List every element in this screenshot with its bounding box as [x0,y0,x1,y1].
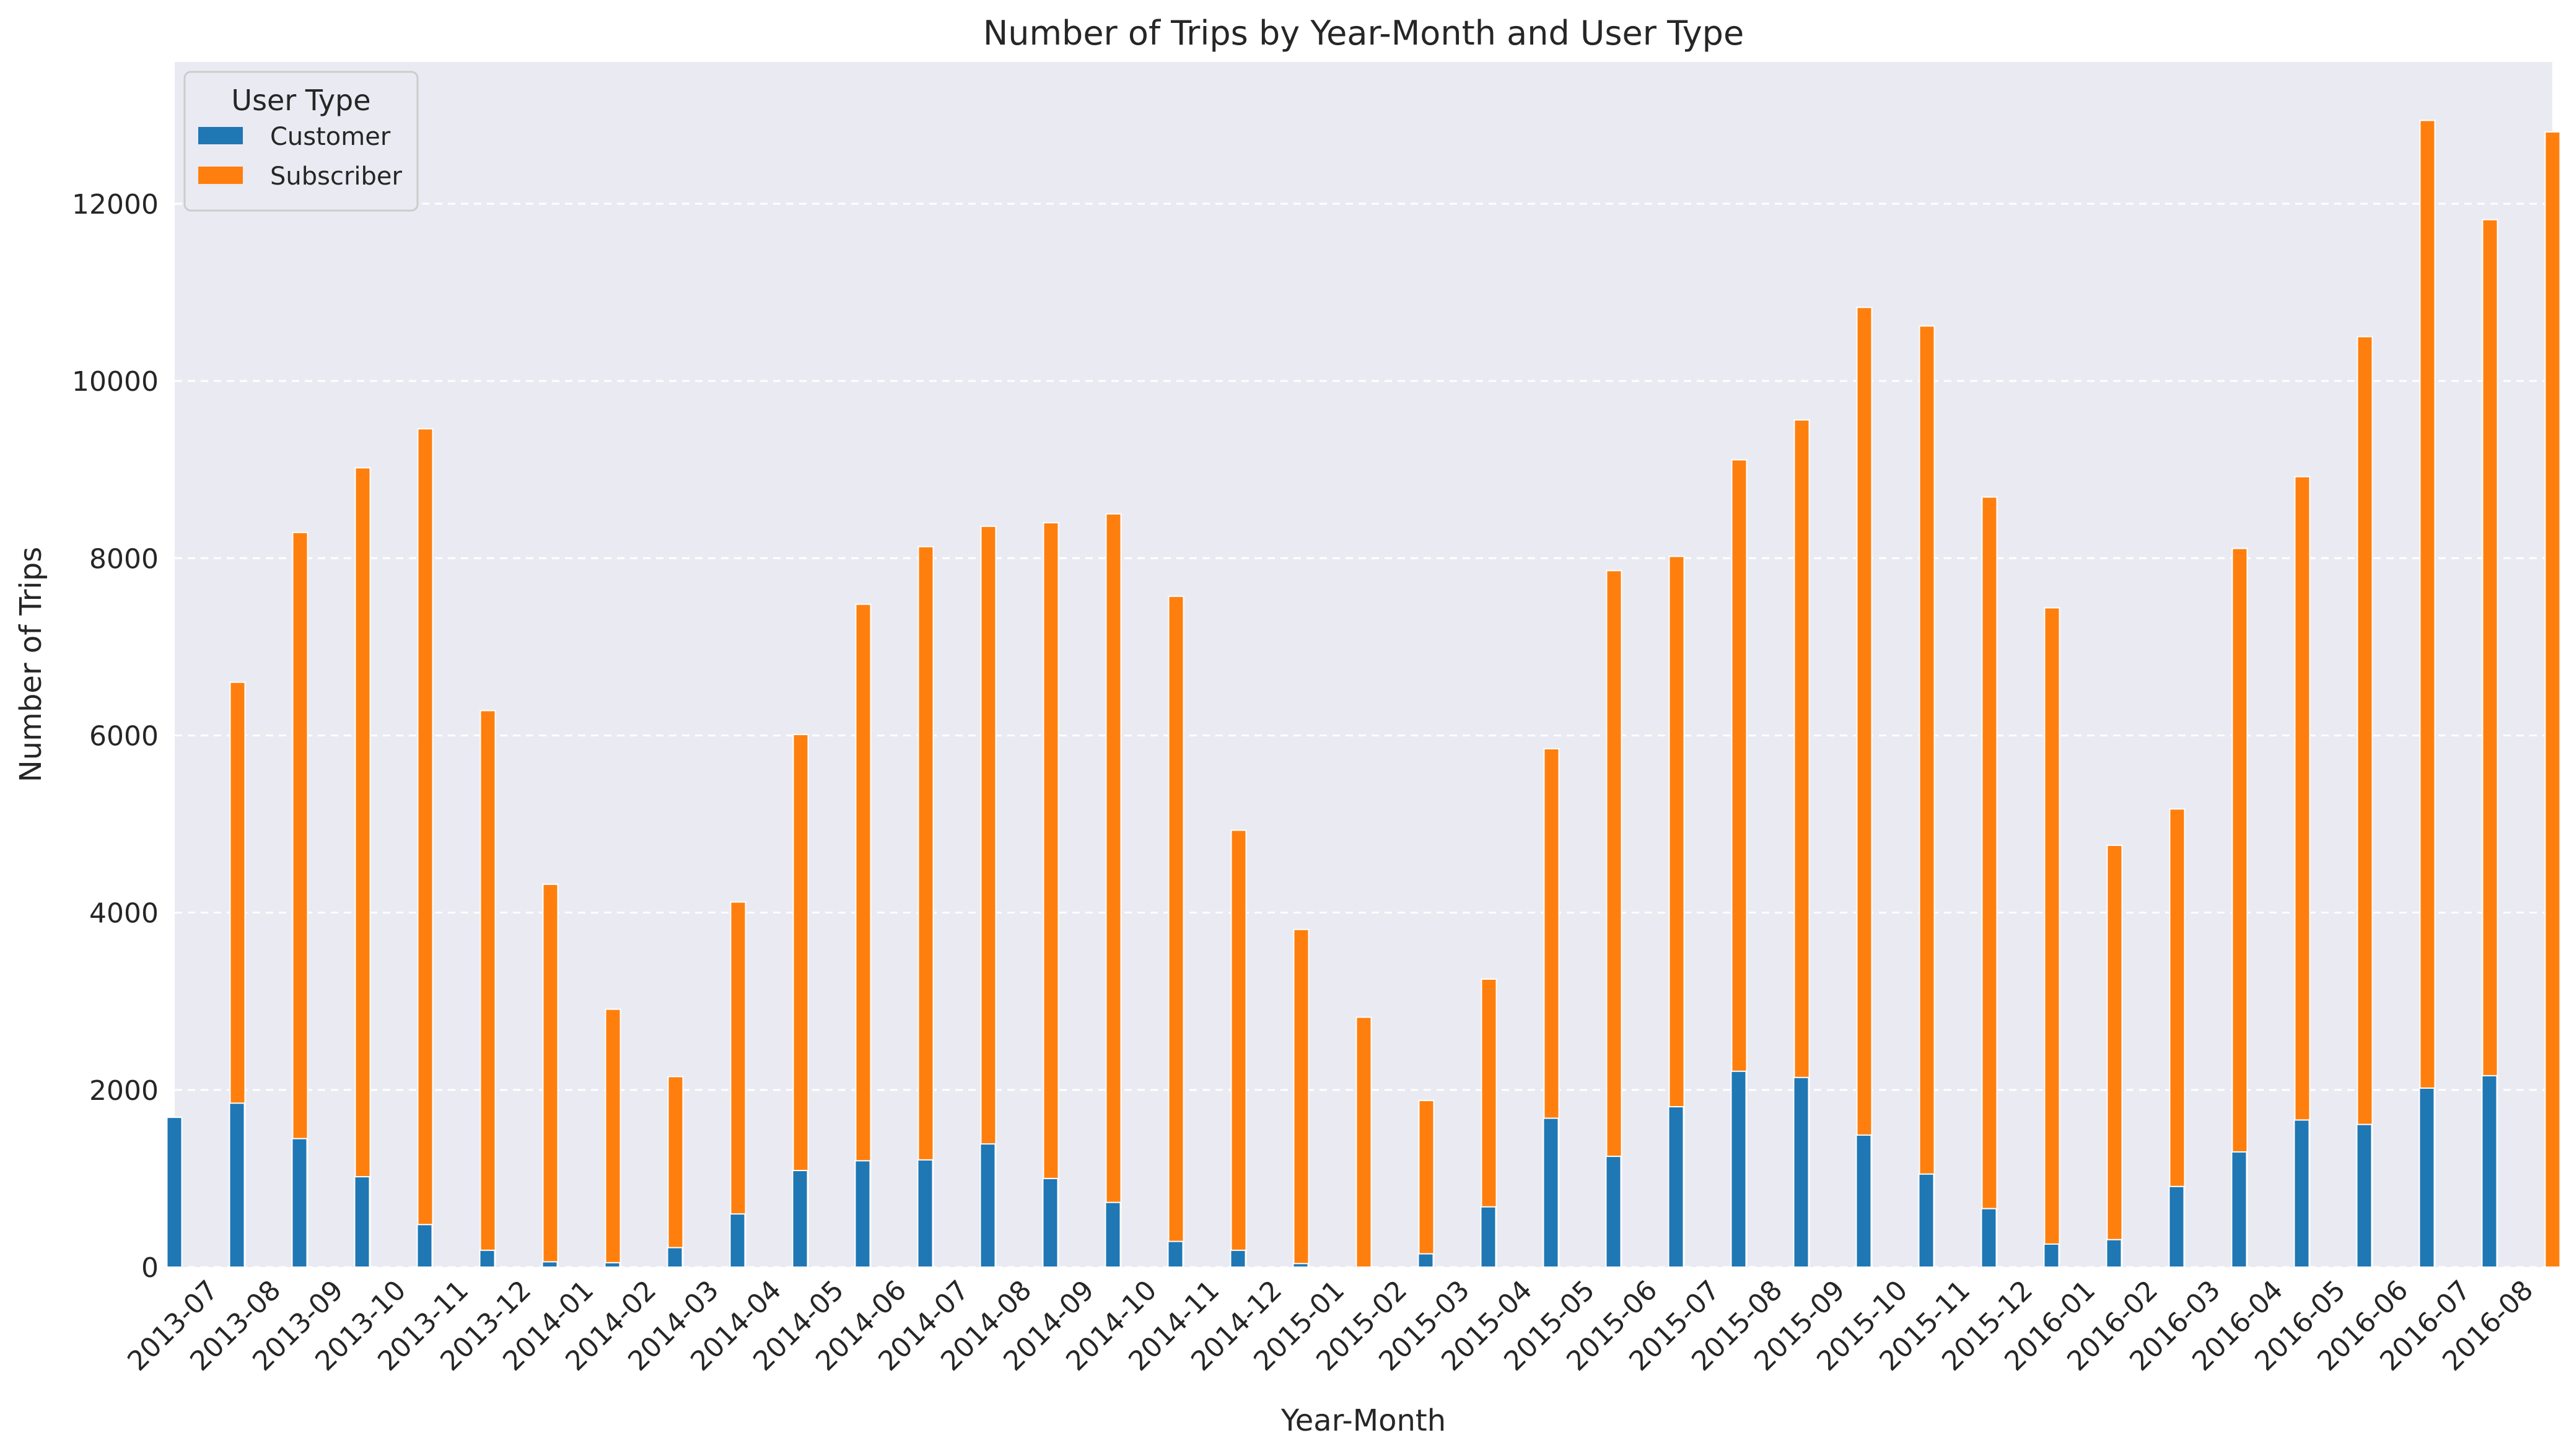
y-tick-label: 2000 [89,1075,159,1107]
bar-customer-2013-10 [354,1176,370,1268]
bar-customer-2014-02 [604,1262,621,1268]
bar-customer-2016-07 [2418,1087,2435,1268]
bar-subscriber-2013-11 [479,710,496,1268]
legend-title: User Type [231,84,370,117]
chart-title: Number of Trips by Year-Month and User T… [983,14,1744,53]
bar-customer-2015-08 [1730,1070,1747,1268]
bar-customer-2014-01 [541,1261,558,1268]
bar-subscriber-2014-11 [1230,829,1247,1268]
bar-customer-2014-09 [1042,1177,1059,1268]
legend-swatch-customer [198,127,243,144]
legend: User Type Customer Subscriber [183,71,419,212]
bar-customer-2015-10 [1855,1134,1872,1268]
bar-customer-2014-07 [917,1159,934,1268]
bar-customer-2015-05 [1543,1117,1559,1268]
bar-customer-2014-12 [1230,1249,1246,1268]
bar-customer-2014-10 [1105,1201,1121,1268]
bar-subscriber-2014-03 [730,901,746,1268]
y-tick-label: 6000 [89,720,159,752]
bar-customer-2015-12 [1980,1208,1997,1268]
bar-customer-2016-06 [2356,1123,2373,1268]
legend-label-customer: Customer [270,123,391,151]
bar-subscriber-2015-01 [1355,1016,1372,1268]
bar-customer-2014-11 [1167,1240,1184,1268]
bar-subscriber-2013-10 [417,428,434,1268]
bar-subscriber-2016-08 [2544,131,2561,1268]
bar-customer-2015-07 [1668,1106,1684,1268]
bar-subscriber-2015-10 [1919,325,1935,1268]
bar-customer-2015-06 [1605,1156,1622,1268]
bar-customer-2016-08 [2481,1075,2498,1268]
bar-customer-2015-04 [1480,1206,1497,1268]
bar-subscriber-2015-11 [1981,496,1998,1268]
y-tick-label: 10000 [72,366,159,398]
bar-subscriber-2016-05 [2357,336,2373,1268]
bar-subscriber-2015-05 [1606,570,1622,1268]
bar-subscriber-2013-09 [354,467,371,1268]
legend-label-subscriber: Subscriber [270,162,403,191]
bar-subscriber-2014-09 [1105,513,1122,1268]
bar-customer-2015-11 [1918,1173,1935,1268]
bar-subscriber-2014-01 [605,1008,621,1268]
bar-subscriber-2014-10 [1168,595,1184,1268]
x-axis-label: Year-Month [1280,1403,1446,1438]
bar-customer-2015-03 [1417,1253,1434,1268]
y-tick-label: 8000 [89,543,159,575]
bar-subscriber-2014-08 [1043,522,1059,1268]
bar-subscriber-2014-02 [667,1076,684,1268]
bar-subscriber-2016-06 [2419,120,2436,1268]
bar-customer-2015-09 [1793,1076,1810,1268]
bar-subscriber-2016-01 [2106,844,2123,1268]
bar-customer-2013-11 [416,1224,433,1268]
bar-customer-2016-01 [2043,1243,2060,1268]
bar-customer-2014-03 [667,1247,683,1268]
bar-customer-2013-12 [479,1249,496,1268]
bar-customer-2016-02 [2106,1239,2122,1268]
bar-customer-2014-08 [979,1143,996,1268]
y-tick-label: 0 [141,1252,159,1284]
bar-subscriber-2015-12 [2044,607,2060,1268]
bar-customer-2013-07 [166,1117,183,1268]
gridlines [175,203,2552,1268]
bar-customer-2014-04 [729,1213,746,1268]
bars [166,120,2561,1268]
bar-customer-2013-09 [291,1138,308,1268]
bar-subscriber-2015-09 [1856,307,1873,1268]
bar-customer-2016-05 [2293,1119,2310,1268]
bar-customer-2015-01 [1292,1263,1309,1268]
bar-subscriber-2015-02 [1418,1099,1435,1268]
bar-subscriber-2016-03 [2231,547,2248,1268]
bar-customer-2014-05 [792,1170,808,1268]
y-tick-label: 12000 [72,189,159,220]
bar-customer-2016-03 [2168,1185,2185,1268]
legend-swatch-subscriber [198,167,243,184]
bar-customer-2014-06 [854,1160,871,1268]
bar-subscriber-2014-06 [917,546,934,1268]
y-axis-ticks: 0 2000 4000 6000 8000 10000 12000 [72,189,159,1284]
y-axis-label: Number of Trips [14,547,48,782]
y-tick-label: 4000 [89,898,159,930]
bar-customer-2016-04 [2231,1151,2247,1268]
bar-customer-2013-08 [229,1102,245,1268]
bar-subscriber-2014-12 [1293,928,1310,1268]
bar-subscriber-2013-12 [542,883,559,1268]
